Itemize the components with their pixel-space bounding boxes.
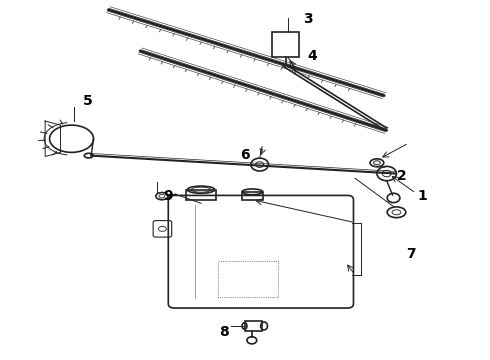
Bar [218, 261, 278, 297]
Bar [272, 32, 299, 57]
Text: 7: 7 [406, 247, 416, 261]
Bar [186, 190, 216, 200]
Ellipse shape [84, 153, 93, 158]
Text: 9: 9 [163, 189, 172, 203]
Text: 5: 5 [83, 94, 93, 108]
Text: 4: 4 [307, 49, 317, 63]
Text: 3: 3 [303, 12, 312, 26]
Text: 2: 2 [396, 170, 406, 183]
Text: 1: 1 [417, 189, 427, 203]
Text: 8: 8 [219, 325, 229, 339]
Bar [242, 192, 263, 200]
Bar [245, 320, 262, 331]
Text: 6: 6 [240, 148, 250, 162]
